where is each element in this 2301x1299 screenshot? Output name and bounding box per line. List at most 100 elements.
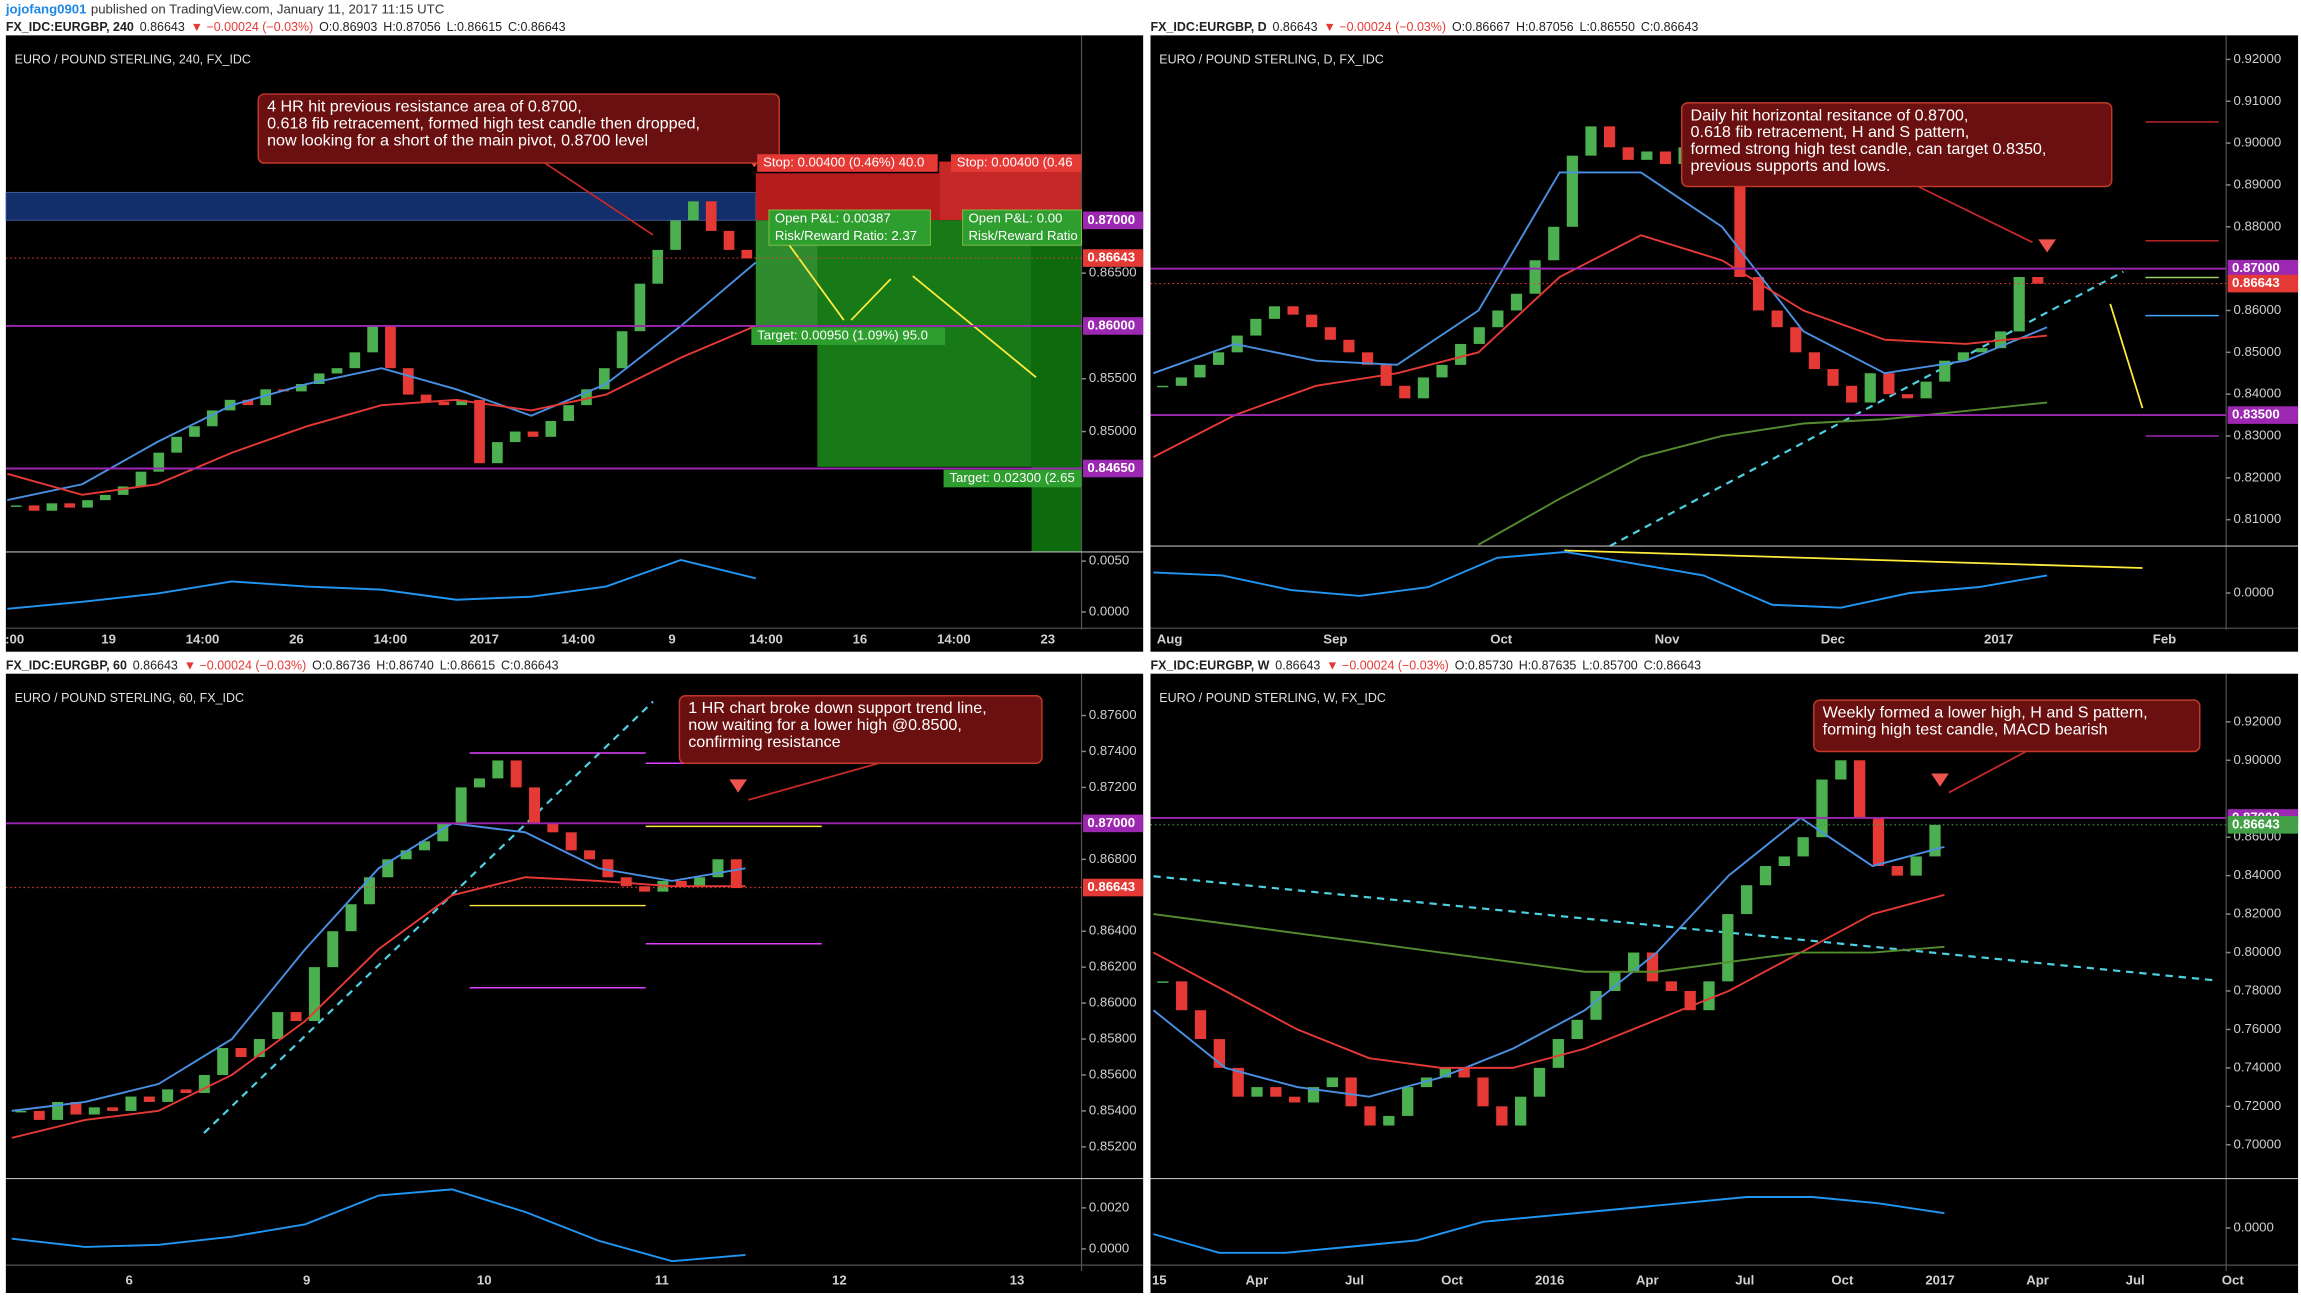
candle xyxy=(509,431,521,443)
candle xyxy=(1957,352,1969,361)
candle xyxy=(1250,318,1262,336)
panel-bg xyxy=(1150,673,2299,1293)
header-field: H:0.86740 xyxy=(376,659,434,673)
annotation-line: 0.618 fib retracement, H and S pattern, xyxy=(1691,123,1970,141)
price-tag xyxy=(1082,814,1144,833)
panel-header: FX_IDC:EURGBP, 240 0.86643 ▼ −0.00024 (−0.… xyxy=(6,20,566,34)
header-field: FX_IDC:EURGBP, W xyxy=(1151,659,1270,673)
ma-line xyxy=(7,261,757,502)
annotation-line: 1 HR chart broke down support trend line… xyxy=(688,699,986,717)
candle xyxy=(33,1110,45,1120)
candle xyxy=(10,505,22,507)
y-tick-label: 0.92000 xyxy=(2233,713,2281,728)
x-tick-label: 14:00 xyxy=(937,631,971,646)
candle xyxy=(296,384,307,392)
candle xyxy=(1646,952,1659,982)
candle xyxy=(1883,373,1895,395)
candle xyxy=(363,877,375,905)
candle xyxy=(1628,952,1640,972)
ma-line xyxy=(1152,816,1945,1098)
candle xyxy=(1492,310,1504,328)
candle xyxy=(581,389,592,406)
candle xyxy=(1827,369,1839,386)
candle xyxy=(1324,327,1336,340)
candle xyxy=(46,503,58,511)
annotation-line: confirming resistance xyxy=(688,733,840,751)
y-tick-label: 0.84000 xyxy=(2233,867,2281,882)
trend-line xyxy=(1609,270,2124,548)
y-tick-label: 0.85600 xyxy=(1089,1066,1137,1081)
header-field: FX_IDC:EURGBP, 240 xyxy=(6,20,134,34)
y-tick-label: 0.85400 xyxy=(1089,1102,1137,1117)
x-tick-label: 26 xyxy=(289,631,304,646)
x-tick-label: Aug xyxy=(1157,631,1183,646)
candle xyxy=(1790,327,1802,353)
candle xyxy=(563,405,574,421)
candle xyxy=(1402,1087,1414,1116)
y-tick-label: 0.85500 xyxy=(1089,370,1137,385)
candle xyxy=(1684,990,1696,1011)
candle xyxy=(1622,147,1634,160)
candle xyxy=(1533,1067,1546,1097)
candle xyxy=(688,201,699,221)
x-tick-label: 14:00 xyxy=(749,631,783,646)
position-label-bg xyxy=(751,327,946,345)
candle xyxy=(1213,1039,1225,1068)
candle xyxy=(1891,866,1903,876)
y-tick-label: 0.87400 xyxy=(1089,743,1137,758)
candle xyxy=(1383,1115,1395,1126)
header-field: 0.86643 xyxy=(133,659,178,673)
indicator-tick-label: 0.0000 xyxy=(1089,1240,1129,1255)
candle xyxy=(1609,971,1621,991)
candle xyxy=(492,442,503,464)
candle xyxy=(382,859,394,878)
candle xyxy=(107,1107,119,1111)
candle xyxy=(1659,151,1672,165)
indicator-line xyxy=(1153,550,2048,609)
header-field: L:0.86615 xyxy=(447,20,503,34)
header-field: ▼ −0.00024 (−0.03%) xyxy=(191,20,314,34)
author[interactable]: jojofang0901 xyxy=(5,2,87,17)
y-tick-label: 0.80000 xyxy=(2233,944,2281,959)
candle xyxy=(616,331,628,369)
x-tick-label: Apr xyxy=(2026,1273,2049,1288)
candle xyxy=(1307,1087,1320,1103)
x-tick-label: 2016 xyxy=(1535,1273,1564,1288)
header-field: ▼ −0.00024 (−0.03%) xyxy=(1323,20,1446,34)
x-tick-label: 23 xyxy=(1040,631,1055,646)
candle xyxy=(456,399,468,406)
header-field: O:0.85730 xyxy=(1455,659,1513,673)
x-tick-label: 19 xyxy=(101,631,116,646)
y-tick-label: 0.86400 xyxy=(1089,923,1137,938)
annotation-line: now waiting for a lower high @0.8500, xyxy=(688,716,962,734)
candle xyxy=(1343,339,1355,353)
candle xyxy=(584,850,596,860)
price-tag-label: 0.86643 xyxy=(1087,879,1135,894)
candle xyxy=(2032,277,2044,284)
candle xyxy=(1910,856,1922,876)
candle xyxy=(345,904,357,932)
y-tick-label: 0.87600 xyxy=(1089,707,1137,722)
ma-line xyxy=(1478,401,2048,546)
candle xyxy=(1929,824,1941,857)
x-tick-label: Apr xyxy=(1246,1273,1269,1288)
candle xyxy=(180,1089,192,1093)
candle xyxy=(327,931,339,968)
annotation-box xyxy=(678,694,1043,764)
candle xyxy=(1846,385,1858,403)
candle xyxy=(455,787,467,824)
header-field: O:0.86667 xyxy=(1452,20,1510,34)
price-tag xyxy=(1082,211,1144,230)
y-tick-label: 0.81000 xyxy=(2233,511,2281,526)
position-label: Risk/Reward Ratio xyxy=(969,228,1078,243)
arrow xyxy=(2109,303,2144,409)
candle xyxy=(99,494,111,501)
candle xyxy=(1306,314,1318,328)
candle xyxy=(308,967,320,1022)
trend-line xyxy=(1153,875,2216,982)
candle xyxy=(712,859,724,878)
position-label-bg xyxy=(943,469,1082,488)
header-field: O:0.86736 xyxy=(312,659,370,673)
candle xyxy=(675,880,687,887)
candle xyxy=(235,1048,247,1058)
